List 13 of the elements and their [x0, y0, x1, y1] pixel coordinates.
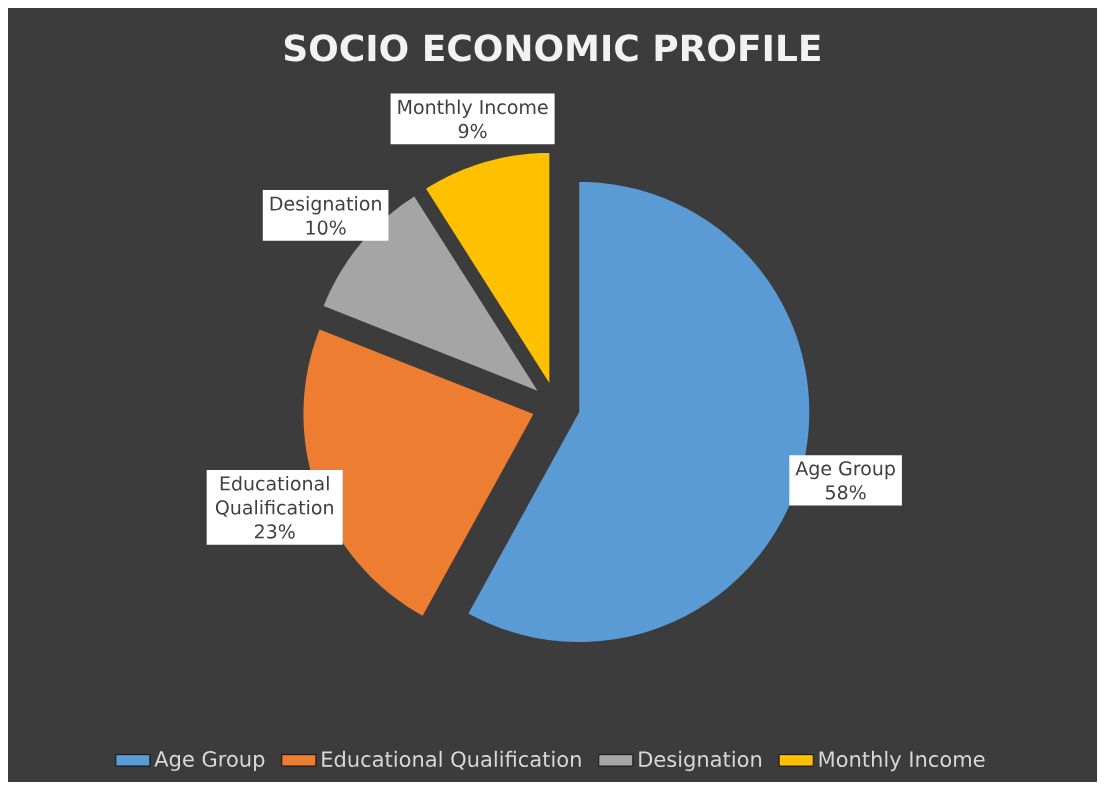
legend-label: Educational Qualification	[322, 750, 581, 770]
data-label: 23%	[254, 524, 295, 539]
data-label: 9%	[458, 123, 487, 139]
chart-title: SOCIO ECONOMIC PROFILE	[284, 34, 820, 62]
slice-label: Monthly Income	[398, 99, 548, 118]
slice-label: Designation	[270, 196, 381, 215]
slice-label: Age Group	[795, 461, 895, 480]
data-label: 10%	[306, 220, 346, 235]
legend-label: Monthly Income	[819, 750, 985, 772]
legend-label: Designation	[639, 750, 762, 772]
data-label: 58%	[825, 485, 866, 500]
legend-label: Age Group	[154, 751, 265, 771]
slice-label: Educational Qualification	[215, 475, 333, 517]
